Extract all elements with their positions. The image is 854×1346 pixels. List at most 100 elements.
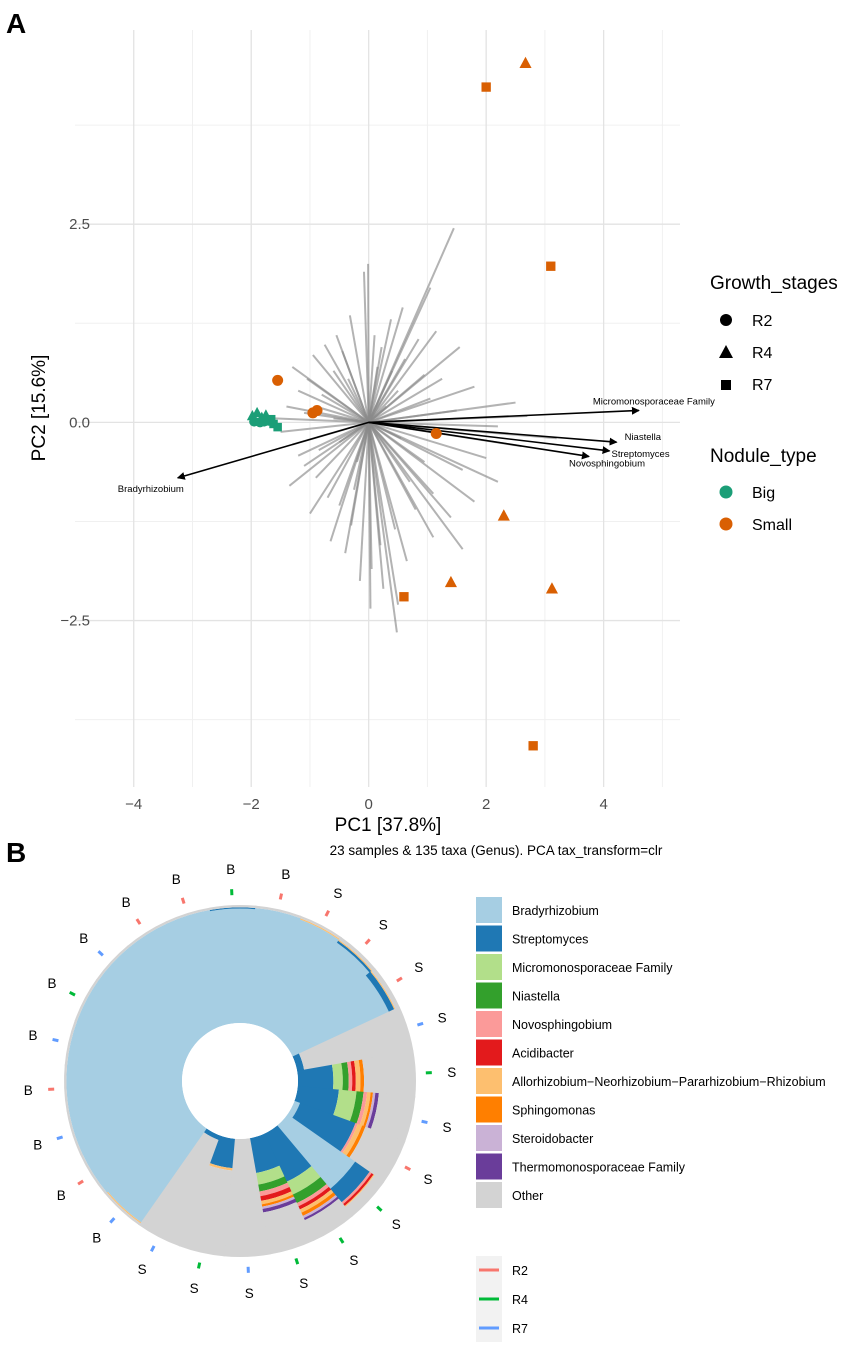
sample-segment xyxy=(299,915,342,940)
x-tick-label: 0 xyxy=(365,796,373,813)
sample-segment xyxy=(356,1091,368,1126)
stage-tick xyxy=(56,1135,64,1141)
loading-line xyxy=(280,421,369,433)
legend-small-symbol xyxy=(719,517,733,531)
loading-arrow xyxy=(176,421,369,480)
stage-tick xyxy=(396,976,403,983)
nodule-label: S xyxy=(392,1217,401,1232)
taxa-legend-swatch xyxy=(476,1182,502,1208)
stage-tick xyxy=(109,1217,116,1224)
loading-line xyxy=(368,421,487,459)
nodule-label: S xyxy=(138,1262,147,1277)
loading-line xyxy=(367,422,385,589)
sample-segment xyxy=(299,1189,334,1214)
stage-tick xyxy=(421,1119,428,1125)
loading-line xyxy=(353,422,370,490)
sample-segment xyxy=(371,967,401,1010)
nodule-label: S xyxy=(333,886,342,901)
loading-line xyxy=(306,377,370,424)
loading-arrow xyxy=(368,421,590,460)
sample-segment xyxy=(284,975,390,1057)
sample-segment xyxy=(126,920,168,948)
stage-legend-label: R7 xyxy=(512,1322,528,1336)
nodule-label: S xyxy=(190,1281,199,1296)
loading-line xyxy=(358,422,370,581)
sample-segment xyxy=(298,1006,414,1071)
stage-tick xyxy=(69,991,76,997)
sample-point-small xyxy=(311,404,323,416)
nodule-label: S xyxy=(442,1120,451,1135)
taxa-legend-swatch xyxy=(476,1068,502,1094)
legend-growth-r4: R4 xyxy=(752,345,773,362)
sample-point-small xyxy=(444,575,457,588)
taxa-legend-label: Niastella xyxy=(512,990,560,1004)
sample-segment xyxy=(303,1198,354,1242)
x-tick-label: −4 xyxy=(125,796,142,813)
taxa-legend-swatch xyxy=(476,954,502,980)
sample-point-small xyxy=(481,82,491,92)
x-tick-label: −2 xyxy=(243,796,260,813)
loading-line xyxy=(368,377,443,424)
sample-segment xyxy=(64,1019,78,1066)
loading-line xyxy=(332,370,370,423)
legend-growth-r2: R2 xyxy=(752,313,773,330)
sample-segment xyxy=(350,1060,356,1092)
loading-arrow-label: Novosphingobium xyxy=(569,458,645,469)
sample-point-small xyxy=(519,56,532,68)
sample-segment xyxy=(208,1163,233,1171)
sample-segment xyxy=(128,923,216,1037)
sample-point-small xyxy=(430,427,442,439)
taxa-legend-swatch xyxy=(476,925,502,952)
pca-x-tick-labels: −4 −2 0 2 4 xyxy=(125,796,608,813)
sample-segment xyxy=(370,1093,416,1143)
nodule-label: S xyxy=(447,1065,456,1080)
loading-line xyxy=(315,405,369,424)
loading-line xyxy=(288,421,370,487)
sample-segment xyxy=(223,1138,271,1257)
sample-point-big xyxy=(259,416,270,427)
sample-segment xyxy=(107,1117,207,1223)
sample-segment xyxy=(302,1196,339,1221)
sample-segment xyxy=(209,907,257,912)
sample-segment xyxy=(257,1176,288,1192)
nodule-label: S xyxy=(414,960,423,975)
taxa-legend: Bradyrhizobium Streptomyces Micromonospora… xyxy=(476,897,826,1208)
sample-segment xyxy=(341,1062,349,1092)
sample-segment xyxy=(336,940,372,974)
sample-segment xyxy=(63,1064,69,1112)
stage-tick xyxy=(416,1021,424,1027)
loading-line xyxy=(348,315,370,423)
taxa-legend-label: Streptomyces xyxy=(512,933,588,947)
nodule-label: B xyxy=(33,1138,42,1153)
pca-legend: Growth_stages R2 R4 R7 Nodule_type Big S… xyxy=(710,273,838,534)
loading-arrow xyxy=(368,421,618,446)
loading-line xyxy=(341,350,370,423)
x-tick-label: 2 xyxy=(482,796,490,813)
stage-tick xyxy=(196,1262,202,1269)
sample-segment xyxy=(300,1192,336,1217)
sample-segment xyxy=(106,1190,142,1224)
stage-tick xyxy=(364,938,371,945)
sample-segment xyxy=(340,1123,358,1154)
taxa-legend-swatch xyxy=(476,897,502,923)
sample-segment xyxy=(370,970,396,1011)
legend-circle-symbol xyxy=(720,314,732,326)
sample-segment xyxy=(333,1089,357,1122)
stage-tick xyxy=(77,1179,84,1186)
sample-segment xyxy=(255,1165,285,1185)
legend-nodule-small: Small xyxy=(752,517,792,534)
nodule-label: B xyxy=(122,895,131,910)
sample-point-small xyxy=(546,261,556,271)
sample-segment xyxy=(286,1166,321,1195)
legend-growth-r7: R7 xyxy=(752,377,773,394)
sample-segment xyxy=(245,908,301,1027)
loading-line xyxy=(368,397,431,424)
sample-segment xyxy=(261,1198,297,1213)
sample-segment xyxy=(340,1171,372,1205)
pca-y-tick-labels: −2.5 0.0 2.5 xyxy=(60,216,90,629)
sample-point-small xyxy=(399,592,409,602)
sample-segment xyxy=(362,1050,416,1098)
nodule-label: B xyxy=(24,1083,33,1098)
taxa-legend-swatch xyxy=(476,1039,502,1066)
